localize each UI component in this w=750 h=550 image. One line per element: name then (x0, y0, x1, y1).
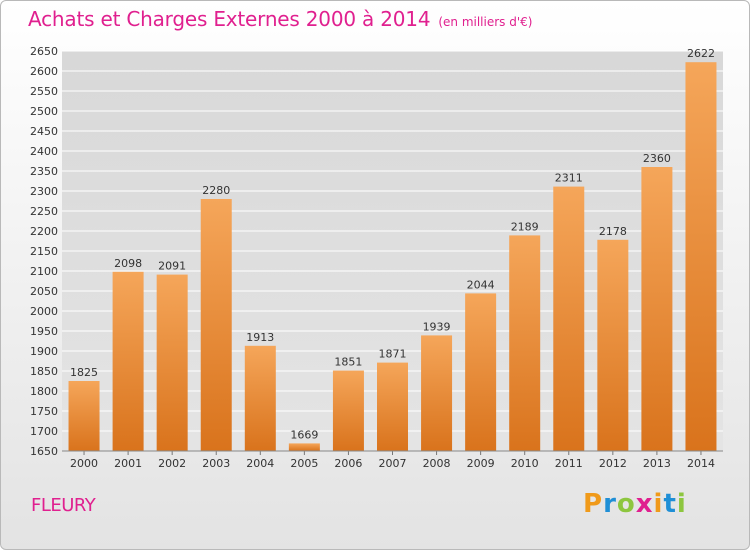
x-tick-label: 2014 (687, 457, 715, 470)
x-tick-label: 2004 (246, 457, 274, 470)
x-tick-label: 2008 (423, 457, 451, 470)
y-tick-label: 1750 (30, 405, 58, 418)
bar-2005 (288, 443, 320, 451)
bar-2008 (421, 335, 453, 451)
logo-letter: i (676, 489, 687, 519)
data-label: 2091 (158, 260, 186, 273)
y-tick-label: 2350 (30, 165, 58, 178)
x-tick-label: 2001 (114, 457, 142, 470)
x-tick-label: 2013 (643, 457, 671, 470)
y-tick-label: 2450 (30, 125, 58, 138)
x-tick-label: 2002 (158, 457, 186, 470)
y-tick-label: 1950 (30, 325, 58, 338)
x-tick-label: 2010 (511, 457, 539, 470)
logo-letter: i (653, 489, 664, 519)
y-tick-label: 1800 (30, 385, 58, 398)
bar-2011 (553, 186, 585, 451)
x-tick-label: 2007 (379, 457, 407, 470)
y-tick-label: 2650 (30, 45, 58, 58)
data-label: 2280 (202, 184, 230, 197)
bar-2014 (685, 62, 717, 451)
city-name: FLEURY (31, 495, 96, 516)
bar-2000 (68, 381, 100, 451)
y-tick-label: 1700 (30, 425, 58, 438)
y-tick-label: 2150 (30, 245, 58, 258)
x-tick-label: 2003 (202, 457, 230, 470)
bar-2003 (200, 199, 232, 451)
y-tick-label: 1900 (30, 345, 58, 358)
x-tick-label: 2005 (290, 457, 318, 470)
chart-title-text: Achats et Charges Externes 2000 à 2014 (28, 7, 431, 31)
logo-letter: o (616, 489, 636, 519)
y-tick-label: 2100 (30, 265, 58, 278)
chart-subtitle: (en milliers d'€) (438, 15, 533, 29)
y-tick-label: 2550 (30, 85, 58, 98)
bar-2010 (509, 235, 541, 451)
y-tick-label: 2200 (30, 225, 58, 238)
y-tick-label: 2250 (30, 205, 58, 218)
bar-2009 (465, 293, 497, 451)
x-tick-label: 2006 (334, 457, 362, 470)
data-label: 1825 (70, 366, 98, 379)
logo-letter: r (603, 489, 617, 519)
proxiti-logo[interactable]: Proxiti (583, 489, 687, 519)
bar-2002 (156, 274, 188, 451)
y-tick-label: 2000 (30, 305, 58, 318)
data-label: 1851 (334, 356, 362, 369)
data-label: 2360 (643, 152, 671, 165)
logo-letter: P (583, 489, 604, 519)
y-tick-label: 2400 (30, 145, 58, 158)
x-tick-label: 2011 (555, 457, 583, 470)
bar-2006 (332, 370, 364, 451)
bar-2007 (377, 362, 408, 451)
data-label: 1669 (290, 428, 318, 441)
bar-2012 (597, 239, 629, 451)
x-tick-label: 2000 (70, 457, 98, 470)
data-label: 2189 (511, 220, 539, 233)
data-label: 1871 (379, 348, 407, 361)
data-label: 1913 (246, 331, 274, 344)
logo-letter: t (663, 489, 677, 519)
bar-2004 (244, 345, 276, 451)
logo-letter: x (635, 489, 654, 519)
chart-title: Achats et Charges Externes 2000 à 2014 (e… (28, 7, 532, 31)
y-tick-label: 1850 (30, 365, 58, 378)
y-tick-label: 2300 (30, 185, 58, 198)
x-tick-label: 2009 (467, 457, 495, 470)
y-tick-label: 1650 (30, 445, 58, 458)
data-label: 2311 (555, 172, 583, 185)
bar-2001 (112, 271, 144, 451)
data-label: 2044 (467, 278, 495, 291)
data-label: 2622 (687, 47, 715, 60)
x-tick-label: 2012 (599, 457, 627, 470)
data-label: 1939 (423, 320, 451, 333)
y-tick-label: 2600 (30, 65, 58, 78)
bar-2013 (641, 167, 673, 451)
data-label: 2178 (599, 225, 627, 238)
y-tick-label: 2500 (30, 105, 58, 118)
data-label: 2098 (114, 257, 142, 270)
y-tick-label: 2050 (30, 285, 58, 298)
